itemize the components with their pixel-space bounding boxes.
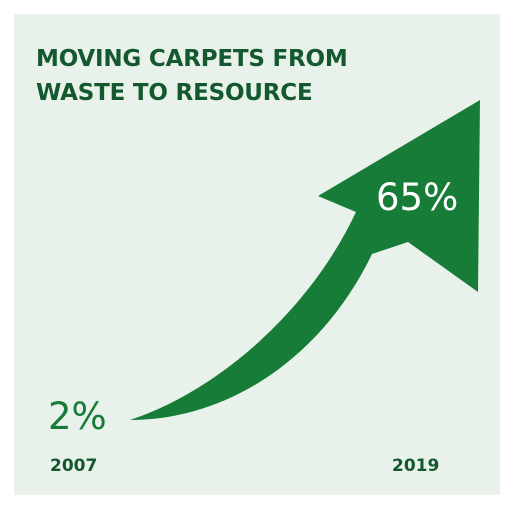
infographic-card: [14, 14, 500, 495]
x-tick-label-start: 2007: [50, 456, 98, 476]
end-value-label: 65%: [376, 176, 458, 219]
x-tick-label-end: 2019: [392, 456, 440, 476]
start-value-label: 2%: [48, 395, 107, 438]
chart-title: MOVING CARPETS FROM WASTE TO RESOURCE: [36, 46, 348, 106]
growth-arrow: [130, 100, 480, 420]
